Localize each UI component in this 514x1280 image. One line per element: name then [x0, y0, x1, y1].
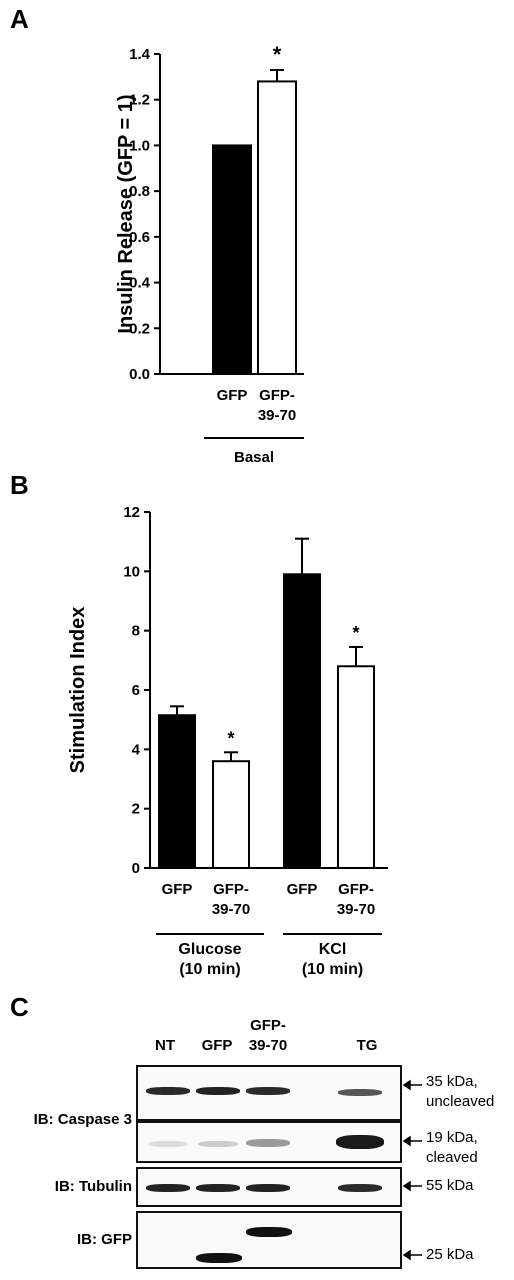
ib-caspase3-label: IB: Caspase 3 [33, 1111, 132, 1128]
arrow-19kda [402, 1135, 411, 1147]
group-label-0: (10 min) [179, 961, 240, 978]
x-tick-label: GFP- [213, 881, 249, 898]
bar-0 [158, 714, 196, 869]
band-nt-35kda [146, 1087, 190, 1095]
lane-label-tg: TG [356, 1037, 378, 1054]
band-gfp-39-70-35kda [246, 1087, 290, 1095]
significance-star: * [352, 623, 359, 643]
y-tick-label: 6 [132, 682, 140, 699]
annotation-19kda: 19 kDa, cleaved [426, 1129, 478, 1166]
band-gfp-39-70-fusion [246, 1227, 292, 1237]
significance-star: * [273, 42, 282, 67]
ib-gfp-label: IB: GFP [77, 1231, 132, 1248]
y-tick-label: 4 [132, 741, 141, 758]
annotation-55kda: 55 kDa [426, 1177, 474, 1194]
y-tick-label: 12 [123, 504, 140, 521]
blot-gfp [136, 1211, 402, 1269]
x-tick-label: GFP- [259, 387, 295, 404]
y-tick-label: 1.4 [129, 46, 151, 63]
bar-2 [283, 573, 321, 870]
band-gfp-39-70-19kda [246, 1139, 290, 1147]
blot-caspase3-uncleaved [136, 1065, 402, 1121]
band-tg-19kda [336, 1135, 384, 1149]
y-axis-label: Insulin Release (GFP = 1) [115, 94, 137, 333]
significance-star: * [227, 728, 234, 748]
band-tg-tubulin [338, 1184, 382, 1192]
panel-c-letter: C [10, 992, 29, 1022]
y-tick-label: 2 [132, 801, 140, 818]
band-gfp-tubulin [196, 1184, 240, 1192]
y-tick-label: 0.0 [129, 366, 150, 383]
bar-1 [257, 80, 297, 376]
arrow-55kda [402, 1180, 411, 1192]
band-gfp-25kda [196, 1253, 242, 1263]
y-axis-label: Stimulation Index [67, 607, 89, 774]
group-label-1: (10 min) [302, 961, 363, 978]
band-gfp-19kda [198, 1141, 238, 1147]
x-tick-label: GFP [162, 881, 193, 898]
annotation-25kda: 25 kDa [426, 1246, 474, 1263]
x-tick-label: GFP- [338, 881, 374, 898]
arrow-25kda [402, 1249, 411, 1261]
y-tick-label: 10 [123, 563, 140, 580]
band-tg-35kda [338, 1089, 382, 1096]
bar-1 [212, 760, 250, 870]
arrow-35kda [402, 1079, 411, 1091]
annotation-35kda: 35 kDa, uncleaved [426, 1073, 495, 1110]
bar-0 [212, 144, 252, 375]
y-tick-label: 0.4 [129, 275, 151, 292]
band-nt-tubulin [146, 1184, 190, 1192]
y-tick-label: 0 [132, 860, 140, 877]
chart-b: 0 2 4 6 8 10 12 Stimulation Index GFP * GFP- 39-70 G… [67, 504, 388, 978]
band-gfp-35kda [196, 1087, 240, 1095]
y-tick-label: 1.2 [129, 92, 150, 109]
panel-a-letter: A [10, 4, 29, 34]
y-tick-label: 1.0 [129, 137, 150, 154]
band-nt-19kda [148, 1141, 188, 1147]
blot-tubulin [136, 1167, 402, 1207]
ib-tubulin-label: IB: Tubulin [54, 1178, 132, 1195]
panel-b-letter: B [10, 470, 29, 500]
x-tick-label: GFP [217, 387, 248, 404]
group-label-1: KCl [319, 941, 347, 958]
band-gfp-39-70-tubulin [246, 1184, 290, 1192]
group-label-0: Glucose [178, 941, 241, 958]
blot-caspase3-cleaved [136, 1121, 402, 1163]
x-tick-label: 39-70 [337, 901, 375, 918]
lane-label-gfp-39-70: GFP- 39-70 [248, 1017, 288, 1054]
lane-label-gfp: GFP [201, 1037, 233, 1054]
x-tick-label: 39-70 [258, 407, 296, 424]
y-tick-label: 8 [132, 623, 140, 640]
y-tick-label: 0.8 [129, 183, 150, 200]
y-tick-label: 0.6 [129, 229, 150, 246]
x-tick-label: 39-70 [212, 901, 250, 918]
x-tick-label: GFP [287, 881, 318, 898]
chart-a: 0.0 0.2 0.4 0.6 0.8 1.0 1.2 1.4 Insulin Release … [115, 42, 304, 466]
group-label-basal: Basal [234, 449, 274, 466]
lane-label-nt: NT [155, 1037, 175, 1054]
y-tick-label: 0.2 [129, 320, 150, 337]
bar-3 [337, 665, 375, 869]
